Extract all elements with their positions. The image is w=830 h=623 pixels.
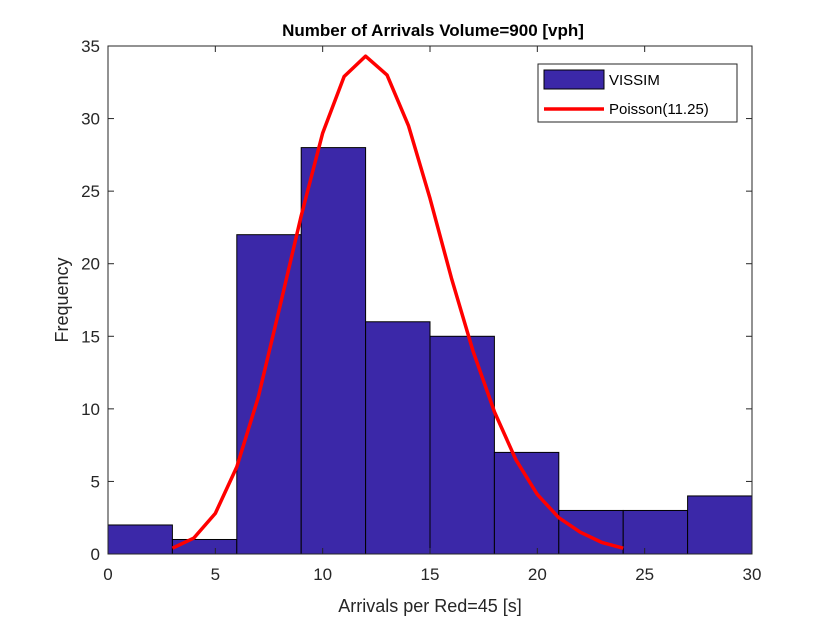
axis-ticks: 0 5 10 15 20 25 30 0 5 10 15 20 25 30 35 bbox=[81, 37, 761, 584]
chart-title: Number of Arrivals Volume=900 [vph] bbox=[282, 21, 584, 40]
x-tick-label: 30 bbox=[743, 565, 762, 584]
x-tick-label: 10 bbox=[313, 565, 332, 584]
x-tick-label: 20 bbox=[528, 565, 547, 584]
y-tick-label: 0 bbox=[91, 545, 100, 564]
y-tick-label: 35 bbox=[81, 37, 100, 56]
histogram-bars bbox=[107, 147, 753, 555]
legend-label-vissim: VISSIM bbox=[609, 72, 660, 89]
y-tick-label: 30 bbox=[81, 110, 100, 129]
x-tick-label: 25 bbox=[635, 565, 654, 584]
histogram-bar bbox=[300, 147, 367, 555]
legend-swatch-vissim bbox=[543, 69, 605, 90]
x-tick-label: 0 bbox=[103, 565, 112, 584]
poisson-line bbox=[171, 54, 624, 550]
poisson-line-layer bbox=[171, 54, 624, 550]
histogram-bar bbox=[622, 509, 689, 555]
y-tick-label: 20 bbox=[81, 255, 100, 274]
y-axis-label: Frequency bbox=[52, 257, 72, 342]
histogram-bar bbox=[107, 524, 173, 555]
legend-label-poisson: Poisson(11.25) bbox=[609, 101, 709, 118]
y-tick-label: 25 bbox=[81, 182, 100, 201]
histogram-bar bbox=[687, 495, 753, 555]
x-tick-label: 5 bbox=[211, 565, 220, 584]
histogram-bar bbox=[558, 509, 624, 555]
histogram-bar bbox=[171, 538, 238, 555]
x-tick-label: 15 bbox=[421, 565, 440, 584]
y-tick-label: 15 bbox=[81, 327, 100, 346]
y-tick-label: 5 bbox=[91, 472, 100, 491]
histogram-bar bbox=[365, 321, 431, 555]
legend: VISSIM Poisson(11.25) bbox=[537, 63, 738, 123]
histogram-bar bbox=[429, 335, 495, 555]
histogram-bar bbox=[236, 234, 302, 555]
histogram-bar bbox=[493, 451, 560, 555]
y-tick-label: 10 bbox=[81, 400, 100, 419]
x-axis-label: Arrivals per Red=45 [s] bbox=[338, 596, 522, 616]
